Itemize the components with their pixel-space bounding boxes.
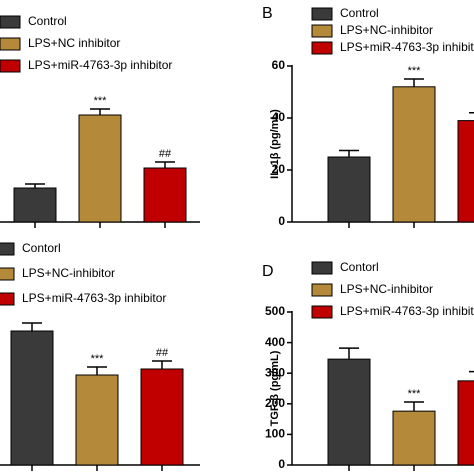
y-tick-label: 60 bbox=[272, 58, 286, 72]
legend-label: LPS+miR-4763-3p inhibitor bbox=[28, 58, 172, 72]
significance-label: *** bbox=[408, 388, 422, 400]
panel-label: D bbox=[262, 263, 274, 280]
bar bbox=[143, 167, 187, 223]
legend-swatch bbox=[311, 7, 333, 21]
y-axis-label: IL-1β (pg/mL) bbox=[269, 109, 281, 179]
bar bbox=[457, 380, 474, 466]
legend-swatch bbox=[0, 59, 21, 73]
bar bbox=[392, 410, 436, 466]
panel-label: B bbox=[262, 5, 273, 22]
legend-swatch bbox=[311, 261, 333, 275]
y-tick-label: 500 bbox=[265, 304, 285, 318]
legend-swatch bbox=[0, 267, 15, 281]
y-tick-label: 20 bbox=[272, 162, 286, 176]
significance-label: ## bbox=[156, 347, 169, 359]
bar bbox=[75, 374, 119, 466]
y-tick-label: 300 bbox=[265, 365, 285, 379]
y-tick-label: 200 bbox=[265, 396, 285, 410]
legend-swatch bbox=[311, 24, 333, 38]
y-tick-label: 100 bbox=[265, 427, 285, 441]
bar bbox=[140, 368, 184, 466]
legend-swatch bbox=[311, 305, 333, 319]
bar bbox=[327, 156, 371, 223]
legend-swatch bbox=[311, 283, 333, 297]
bar bbox=[13, 187, 57, 223]
legend-swatch bbox=[0, 242, 15, 256]
y-tick-label: 0 bbox=[278, 457, 285, 471]
bar bbox=[392, 86, 436, 223]
bar bbox=[327, 358, 371, 466]
legend-swatch bbox=[0, 292, 15, 306]
legend-label: LPS+miR-4763-3p inhibitor bbox=[340, 40, 474, 54]
significance-label: ## bbox=[159, 148, 172, 160]
y-tick-label: 400 bbox=[265, 335, 285, 349]
legend-label: LPS+NC-inhibitor bbox=[22, 266, 115, 280]
legend-label: LPS+miR-4763-3p inhibitor bbox=[340, 304, 474, 318]
legend-label: LPS+NC-inhibitor bbox=[340, 282, 433, 296]
legend-label: LPS+NC inhibitor bbox=[28, 36, 120, 50]
y-axis-label: TGF-β (pg/mL) bbox=[269, 350, 281, 426]
bar bbox=[10, 330, 54, 466]
legend-label: Contorl bbox=[22, 241, 61, 255]
legend-label: Contorl bbox=[340, 260, 379, 274]
legend-label: LPS+NC-inhibitor bbox=[340, 23, 433, 37]
legend-swatch bbox=[311, 41, 333, 55]
y-tick-label: 40 bbox=[272, 110, 286, 124]
legend-label: LPS+miR-4763-3p inhibitor bbox=[22, 291, 166, 305]
y-tick-label: 0 bbox=[278, 214, 285, 228]
bar bbox=[78, 114, 122, 223]
significance-label: *** bbox=[94, 95, 108, 107]
bar bbox=[457, 120, 474, 223]
significance-label: *** bbox=[408, 65, 422, 77]
legend-swatch bbox=[0, 15, 21, 29]
significance-label: *** bbox=[91, 353, 105, 365]
legend-label: Control bbox=[340, 6, 379, 20]
legend-label: Control bbox=[28, 14, 67, 28]
legend-swatch bbox=[0, 37, 21, 51]
